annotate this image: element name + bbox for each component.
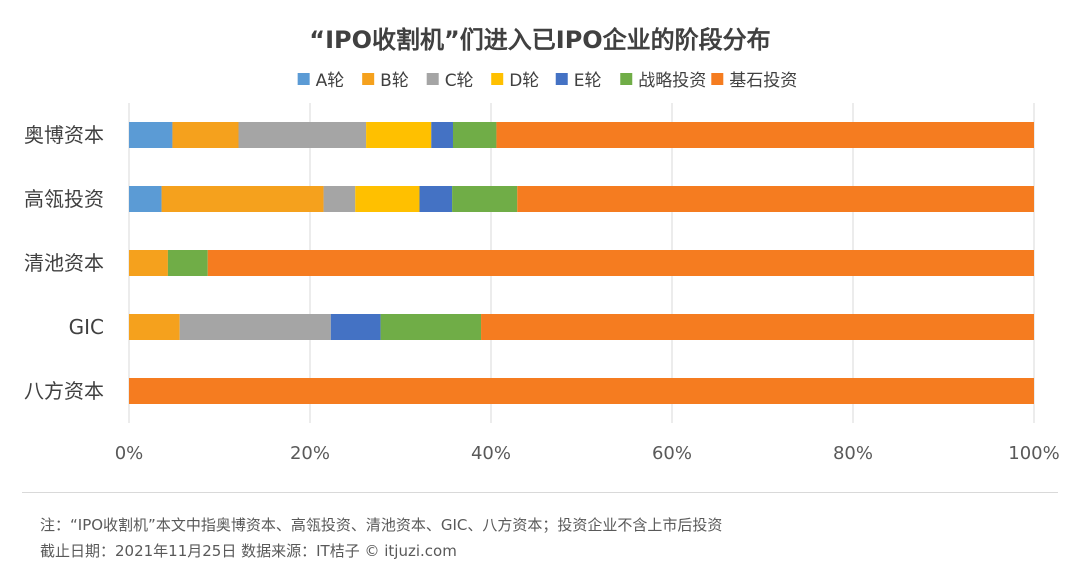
x-tick-label: 0%	[115, 443, 144, 464]
bar-segment	[207, 250, 1035, 276]
x-tick-label: 40%	[471, 443, 511, 464]
bar-segment	[355, 186, 420, 212]
legend-swatch	[620, 73, 633, 85]
bar-segment	[481, 314, 1034, 340]
bar-segment	[517, 186, 1034, 212]
x-tick-label: 80%	[833, 443, 873, 464]
note-definition: 注：“IPO收割机”本文中指奥博资本、高瓴投资、清池资本、GIC、八方资本；投资…	[40, 516, 723, 534]
bar-segment	[323, 186, 356, 212]
legend-label: E轮	[574, 71, 602, 91]
divider	[22, 492, 1058, 493]
legend-label: 战略投资	[638, 71, 706, 91]
bar-segment	[330, 314, 381, 340]
legend-swatch	[297, 73, 310, 85]
legend-label: B轮	[380, 71, 409, 91]
category-label: GIC	[69, 315, 104, 339]
legend-label: 基石投资	[729, 71, 797, 91]
bar-segment	[380, 314, 482, 340]
category-label: 清池资本	[24, 251, 104, 275]
bar-segment	[129, 378, 1034, 404]
bar-segment	[366, 122, 432, 148]
legend-swatch	[362, 73, 375, 85]
bar-segment	[129, 186, 162, 212]
legend-label: D轮	[509, 71, 539, 91]
bar-segment	[167, 250, 208, 276]
x-tick-labels: 0% 20% 40% 60% 80% 100%	[115, 443, 1060, 464]
bar-segment	[129, 250, 168, 276]
x-tick-label: 20%	[290, 443, 330, 464]
legend-swatch	[711, 73, 724, 85]
x-tick-label: 60%	[652, 443, 692, 464]
bars	[129, 122, 1035, 404]
chart-title: “IPO收割机”们进入已IPO企业的阶段分布	[309, 26, 770, 54]
bar-segment	[129, 314, 180, 340]
legend-swatch	[426, 73, 439, 85]
bar-segment	[161, 186, 324, 212]
bar-segment	[431, 122, 453, 148]
bar-segment	[419, 186, 453, 212]
bar-segment	[238, 122, 367, 148]
bar-segment	[179, 314, 331, 340]
category-label: 八方资本	[24, 379, 104, 403]
legend: A轮 B轮 C轮 D轮 E轮 战略投资 基石投资	[297, 71, 797, 91]
bar-segment	[129, 122, 173, 148]
notes: 注：“IPO收割机”本文中指奥博资本、高瓴投资、清池资本、GIC、八方资本；投资…	[40, 512, 722, 564]
bar-segment	[496, 122, 1034, 148]
category-label: 高瓴投资	[24, 187, 104, 211]
x-tick-label: 100%	[1008, 443, 1059, 464]
legend-swatch	[491, 73, 504, 85]
category-label: 奥博资本	[24, 123, 104, 147]
note-source: 截止日期：2021年11月25日 数据来源：IT桔子 © itjuzi.com	[40, 542, 457, 560]
legend-swatch	[555, 73, 568, 85]
legend-label: C轮	[445, 71, 474, 91]
bar-segment	[172, 122, 239, 148]
bar-segment	[452, 186, 518, 212]
legend-label: A轮	[316, 71, 345, 91]
bar-segment	[452, 122, 497, 148]
